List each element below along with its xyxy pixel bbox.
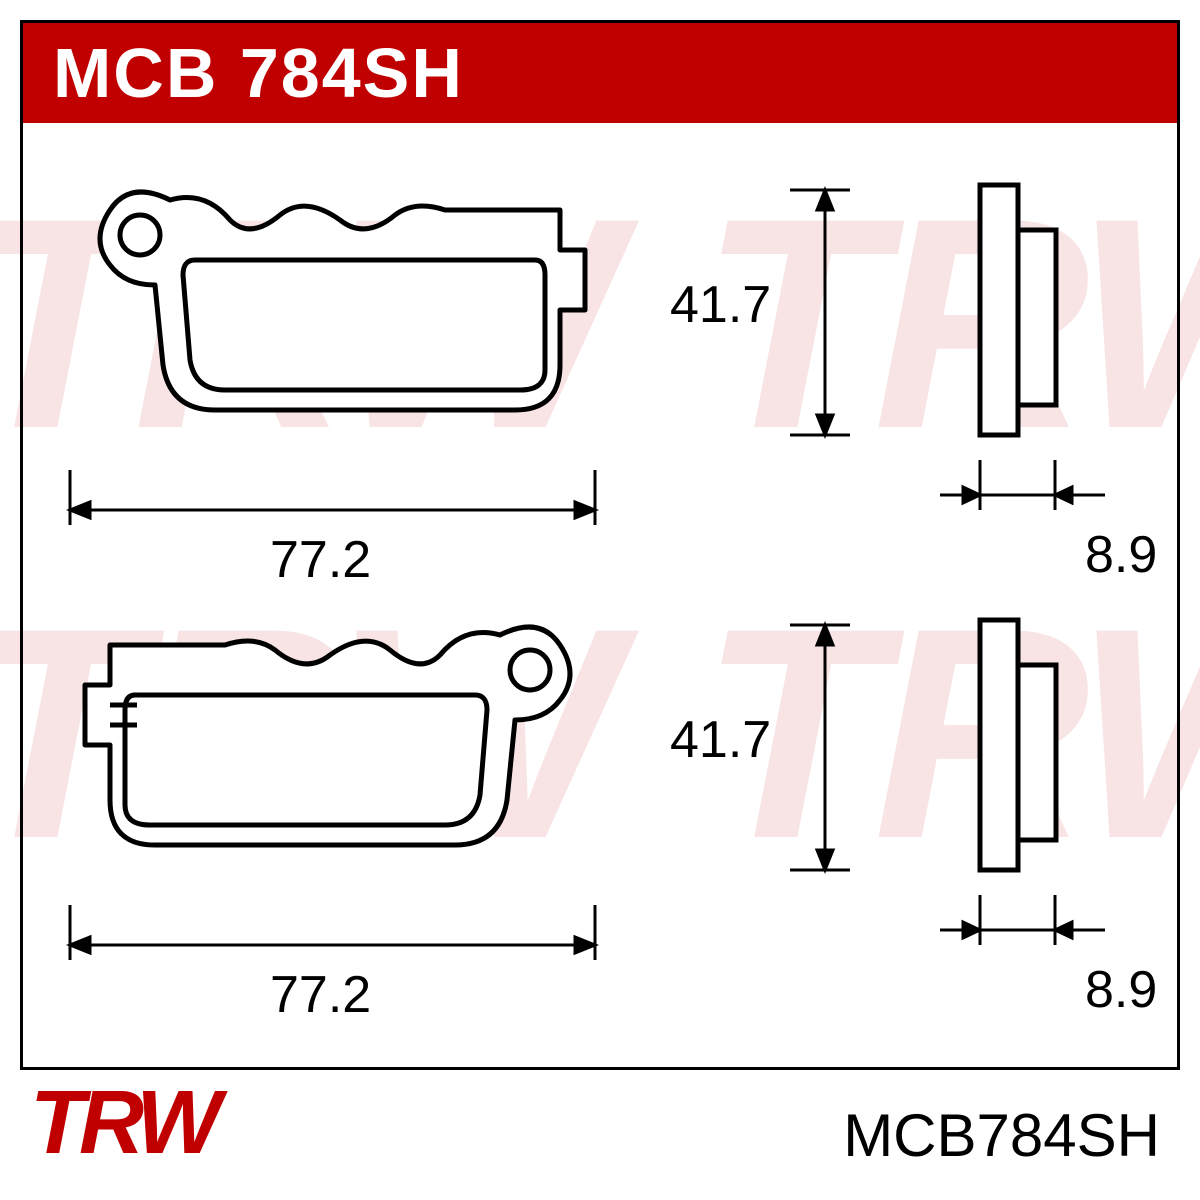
dim-thick-top-label: 8.9 bbox=[1085, 525, 1157, 585]
product-title: MCB 784SH bbox=[53, 33, 464, 113]
dim-width-bot-label: 77.2 bbox=[270, 965, 371, 1025]
pad-bot-front bbox=[55, 600, 615, 900]
dim-width-top-label: 77.2 bbox=[270, 530, 371, 590]
dim-thick-bot-label: 8.9 bbox=[1085, 960, 1157, 1020]
brand-logo: TRW bbox=[30, 1072, 215, 1175]
brand-logo-text: TRW bbox=[30, 1073, 215, 1173]
dim-height-bot-label: 41.7 bbox=[670, 710, 771, 770]
pad-bot-side bbox=[960, 610, 1110, 890]
pad-top-side bbox=[960, 175, 1110, 455]
footer-code: MCB784SH bbox=[843, 1101, 1160, 1170]
dim-thick-bot bbox=[935, 895, 1135, 965]
dim-height-top-label: 41.7 bbox=[670, 275, 771, 335]
pad-top-front bbox=[55, 165, 615, 465]
dim-height-bot bbox=[780, 605, 870, 905]
dim-thick-top bbox=[935, 460, 1135, 530]
title-bar: MCB 784SH bbox=[23, 23, 1177, 123]
dim-height-top bbox=[780, 170, 870, 470]
